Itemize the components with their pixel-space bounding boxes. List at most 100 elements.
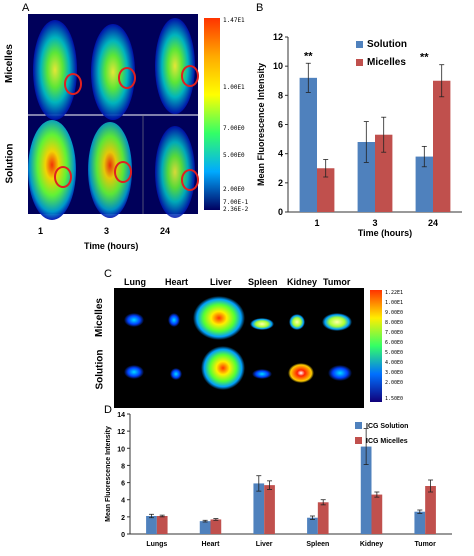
panel-d-letter: D	[104, 404, 112, 416]
panel-d-category-label: Heart	[202, 541, 221, 548]
panel-a-colorbar	[204, 18, 220, 210]
panel-c-colorbar-label: 3.00E0	[385, 370, 404, 376]
organ-label: Spleen	[248, 277, 278, 287]
panel-c-row-label-solution: Solution	[94, 349, 106, 390]
tumor-marker-ring	[118, 67, 136, 89]
tumor-marker-ring	[181, 65, 199, 87]
panel-a-colorbar-label: 1.00E1	[223, 84, 245, 91]
panel-d-category-label: Kidney	[360, 541, 383, 548]
organ-label: Kidney	[287, 277, 318, 287]
panel-d-y-tick-label: 0	[121, 532, 125, 539]
organ-label: Liver	[210, 277, 232, 287]
panel-b-y-tick-label: 12	[273, 32, 283, 42]
panel-a-row-label-solution: Solution	[4, 143, 16, 184]
panel-d-y-tick-label: 12	[117, 429, 125, 436]
panel-d-bar	[414, 511, 426, 534]
panel-c-colorbar-label: 1.50E0	[385, 396, 404, 402]
panel-b-x-axis-label: Time (hours)	[358, 228, 412, 238]
panel-b-legend-label: Solution	[367, 39, 407, 50]
panel-d-bar	[317, 502, 329, 534]
panel-d-bar	[146, 516, 157, 534]
panel-a-letter: A	[22, 2, 30, 14]
panel-d-y-tick-label: 14	[117, 412, 125, 419]
panel-b-bar	[317, 168, 335, 212]
panel-a-time-axis-label: Time (hours)	[84, 241, 139, 251]
panel-d-chart: 0 2 4 6 8 10 12 14 Lungs Heart Liver Spleen Kidney Tu…	[105, 412, 452, 548]
organ-label: Tumor	[323, 277, 351, 287]
panel-b-legend-swatch	[356, 41, 363, 48]
panel-d-y-tick-label: 6	[121, 481, 125, 488]
panel-c-image	[114, 288, 382, 408]
panel-c-colorbar-label: 6.00E0	[385, 340, 404, 346]
panel-c-row-label-micelles: Micelles	[93, 298, 105, 337]
panel-c-colorbar-label: 1.00E1	[385, 300, 404, 306]
panel-d-category-label: Spleen	[306, 541, 329, 548]
panel-d-bar	[371, 494, 383, 534]
panel-c-colorbar-label: 8.00E0	[385, 320, 404, 326]
panel-d-y-tick-label: 4	[121, 498, 125, 505]
panel-b-y-tick-label: 2	[278, 178, 283, 188]
panel-a-colorbar-label: 2.36E-2	[223, 206, 249, 213]
panel-d-bar	[199, 521, 211, 534]
panel-b-bar	[299, 77, 317, 212]
panel-d-legend-label: ICG Solution	[366, 423, 408, 430]
panel-d-bar	[307, 517, 318, 534]
tumor-marker-ring	[114, 161, 132, 183]
panel-a-colorbar-label: 2.00E0	[223, 186, 245, 193]
panel-c-colorbar	[370, 290, 382, 402]
tumor-marker-ring	[54, 166, 72, 188]
panel-a-colorbar-label: 5.00E0	[223, 152, 245, 159]
tumor-marker-ring	[181, 169, 199, 191]
panel-b-legend-swatch	[356, 59, 363, 66]
panel-b-y-tick-label: 10	[273, 61, 283, 71]
panel-d-bar	[253, 483, 265, 534]
tumor-marker-ring	[64, 73, 82, 95]
panel-d-bar	[156, 516, 168, 534]
panel-a-colorbar-label: 7.00E0	[223, 125, 245, 132]
panel-c-colorbar-label: 2.00E0	[385, 380, 404, 386]
organ-label: Heart	[165, 277, 189, 287]
panel-d-category-label: Tumor	[415, 541, 437, 548]
panel-b-legend-label: Micelles	[367, 57, 406, 68]
panel-d-bar	[425, 486, 436, 534]
panel-d-legend-swatch	[355, 437, 362, 444]
panel-b-bar	[415, 156, 433, 212]
panel-b-category-label: 1	[314, 218, 319, 228]
organ-label: Lung	[124, 277, 146, 287]
panel-d-bar	[360, 446, 372, 534]
panel-d-bar	[264, 485, 275, 534]
panel-c-colorbar-label: 5.00E0	[385, 350, 404, 356]
panel-b-bar	[357, 142, 375, 212]
panel-b-category-label: 3	[372, 218, 377, 228]
panel-d-y-tick-label: 10	[117, 446, 125, 453]
panel-c-colorbar-label: 7.00E0	[385, 330, 404, 336]
panel-c-colorbar-label: 1.22E1	[385, 290, 404, 296]
panel-d-bar	[210, 519, 222, 534]
panel-a-colorbar-label: 7.00E-1	[223, 199, 249, 206]
panel-b-significance-annotation: **	[304, 50, 313, 62]
panel-b-y-tick-label: 8	[278, 90, 283, 100]
panel-a-time-tick: 24	[160, 226, 171, 236]
panel-a-time-tick: 3	[104, 226, 110, 236]
panel-b-letter: B	[256, 2, 264, 14]
panel-c-letter: C	[104, 268, 112, 280]
panel-d-category-label: Liver	[256, 541, 273, 548]
panel-b-y-tick-label: 6	[278, 120, 283, 130]
panel-d-y-axis-label: Mean Fluorescence Intensity	[105, 426, 112, 522]
panel-c-colorbar-label: 9.00E0	[385, 310, 404, 316]
panel-d-y-tick-label: 8	[121, 463, 125, 470]
panel-a-colorbar-label: 1.47E1	[223, 17, 245, 24]
panel-d-legend-swatch	[355, 422, 362, 429]
panel-b-y-axis-label: Mean Fluorescence Intensity	[256, 63, 266, 186]
panel-b-bar	[433, 80, 451, 212]
panel-b-bar	[375, 134, 393, 212]
panel-b-category-label: 24	[428, 218, 438, 228]
panel-b-y-tick-label: 0	[278, 207, 283, 217]
panel-d-y-tick-label: 2	[121, 515, 125, 522]
panel-a-time-tick: 1	[38, 226, 44, 236]
panel-a-image	[28, 14, 220, 220]
panel-b-significance-annotation: **	[420, 52, 429, 64]
panel-b-y-tick-label: 4	[278, 149, 283, 159]
panel-d-category-label: Lungs	[146, 541, 167, 548]
